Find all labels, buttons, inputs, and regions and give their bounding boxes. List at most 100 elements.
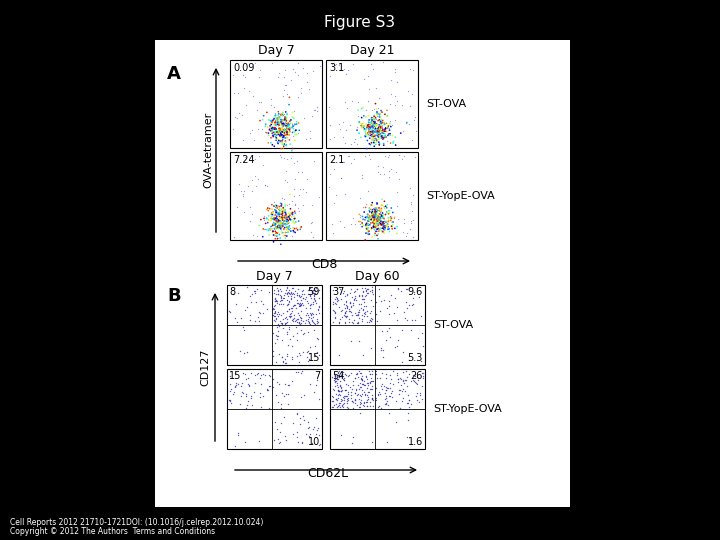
- Text: 2.1: 2.1: [329, 155, 344, 165]
- Point: [271, 220, 282, 229]
- Point: [266, 212, 277, 221]
- Point: [361, 225, 373, 234]
- Point: [404, 396, 415, 404]
- Point: [247, 176, 258, 185]
- Point: [371, 121, 382, 130]
- Point: [312, 107, 323, 116]
- Point: [364, 370, 376, 379]
- Point: [371, 128, 382, 137]
- Point: [278, 300, 289, 308]
- Point: [377, 218, 388, 227]
- Point: [376, 132, 387, 141]
- Point: [276, 210, 287, 219]
- Point: [276, 120, 287, 129]
- Point: [332, 394, 343, 402]
- Point: [369, 223, 381, 232]
- Point: [417, 342, 428, 350]
- Point: [416, 381, 428, 390]
- Point: [371, 215, 382, 224]
- Point: [283, 209, 294, 218]
- Point: [284, 325, 295, 333]
- Point: [244, 129, 256, 138]
- Point: [366, 391, 378, 400]
- Point: [330, 60, 342, 69]
- Point: [370, 125, 382, 134]
- Point: [250, 181, 261, 190]
- Point: [282, 133, 293, 142]
- Point: [367, 210, 379, 219]
- Point: [370, 222, 382, 231]
- Point: [406, 207, 418, 215]
- Point: [275, 117, 287, 126]
- Point: [245, 369, 256, 377]
- Point: [373, 124, 384, 132]
- Point: [265, 133, 276, 142]
- Point: [354, 217, 365, 226]
- Point: [333, 120, 344, 129]
- Point: [307, 288, 318, 297]
- Point: [339, 319, 351, 328]
- Point: [306, 439, 318, 448]
- Point: [271, 127, 283, 136]
- Point: [310, 106, 321, 114]
- Point: [289, 290, 300, 299]
- Point: [366, 301, 378, 310]
- Point: [366, 116, 378, 124]
- Point: [280, 113, 292, 122]
- Point: [266, 208, 277, 217]
- Point: [281, 217, 292, 226]
- Point: [370, 120, 382, 129]
- Point: [354, 292, 365, 300]
- Point: [313, 351, 325, 360]
- Point: [381, 204, 392, 212]
- Point: [332, 386, 343, 395]
- Point: [289, 228, 301, 237]
- Point: [289, 214, 301, 222]
- Point: [267, 305, 279, 314]
- Point: [346, 397, 358, 406]
- Point: [333, 303, 344, 312]
- Point: [360, 220, 372, 228]
- Point: [246, 210, 258, 218]
- Point: [282, 125, 293, 134]
- Point: [367, 212, 379, 221]
- Point: [276, 219, 287, 228]
- Point: [381, 208, 392, 217]
- Point: [284, 310, 296, 319]
- Point: [228, 89, 240, 98]
- Point: [336, 383, 347, 391]
- Point: [369, 215, 380, 224]
- Point: [277, 309, 289, 318]
- Point: [301, 175, 312, 184]
- Point: [377, 133, 388, 142]
- Point: [366, 395, 378, 403]
- Point: [284, 221, 295, 230]
- Point: [287, 113, 298, 122]
- Point: [273, 224, 284, 233]
- Point: [369, 220, 381, 229]
- Point: [354, 129, 365, 138]
- Point: [279, 131, 291, 139]
- Point: [252, 312, 264, 321]
- Point: [365, 317, 377, 326]
- Point: [302, 298, 314, 307]
- Point: [366, 377, 378, 386]
- Point: [304, 291, 315, 299]
- Point: [341, 399, 352, 407]
- Point: [331, 381, 343, 389]
- Point: [383, 309, 395, 318]
- Point: [306, 112, 318, 120]
- Point: [274, 209, 285, 218]
- Point: [265, 123, 276, 131]
- Point: [336, 401, 348, 409]
- Point: [346, 293, 358, 301]
- Point: [280, 208, 292, 217]
- Point: [387, 137, 399, 146]
- Point: [361, 219, 372, 227]
- Point: [285, 311, 297, 320]
- Point: [254, 308, 266, 317]
- Point: [373, 133, 384, 141]
- Point: [394, 151, 405, 160]
- Point: [295, 222, 307, 231]
- Point: [391, 341, 402, 350]
